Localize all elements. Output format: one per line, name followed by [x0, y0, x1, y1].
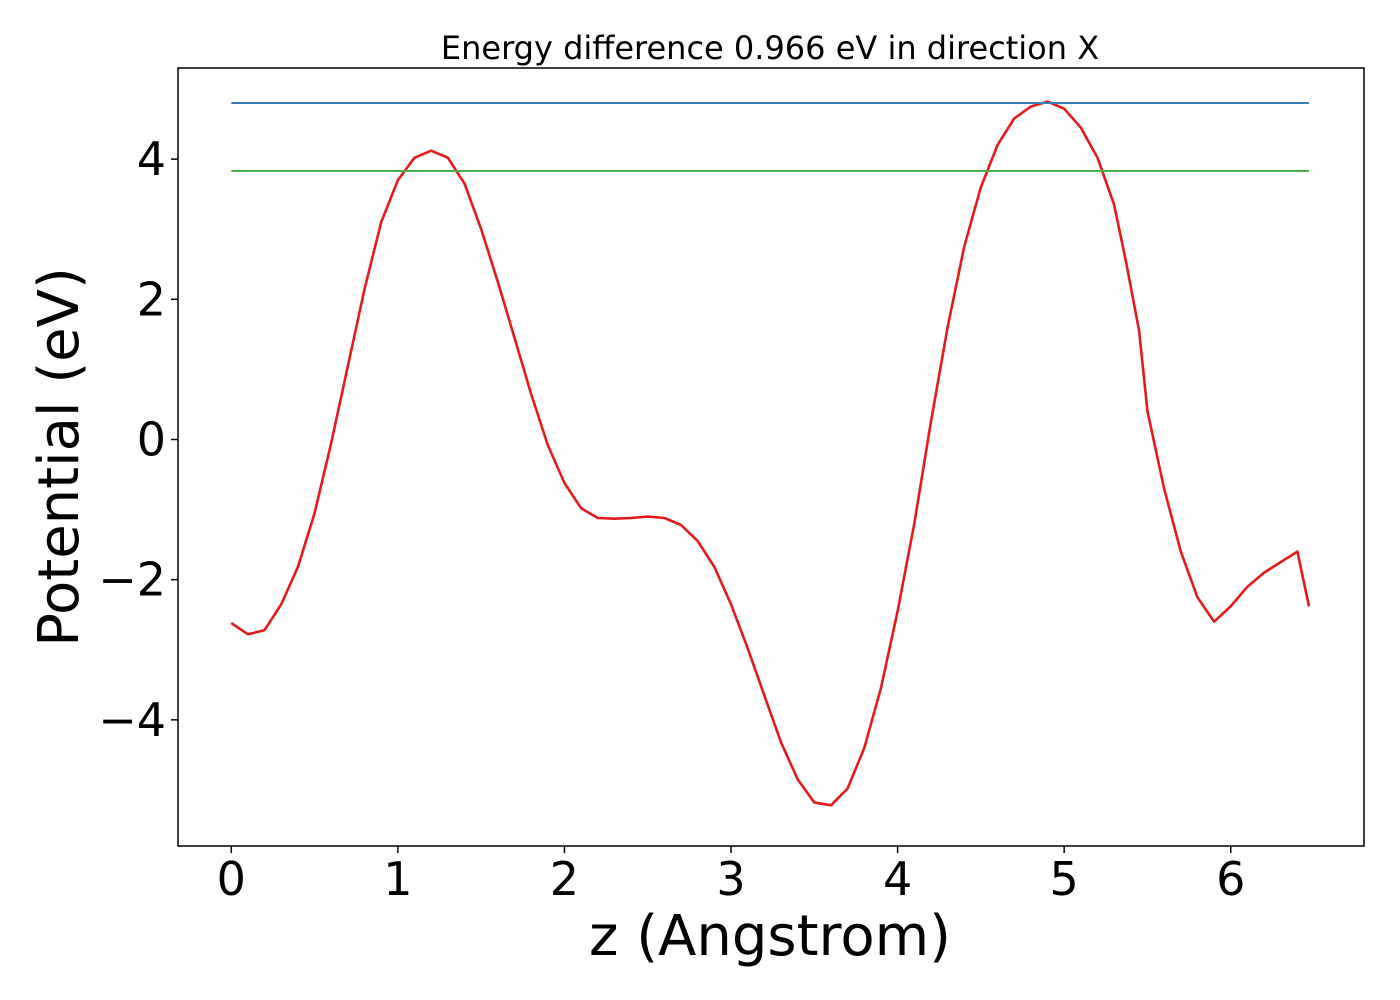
series-layer — [230, 100, 1311, 807]
x-tick-label: 4 — [883, 852, 912, 906]
y-tick-label: 2 — [137, 272, 166, 326]
chart-title: Energy difference 0.966 eV in direction … — [441, 29, 1099, 67]
x-tick-label: 5 — [1050, 852, 1079, 906]
x-tick-label: 6 — [1216, 852, 1245, 906]
x-tick-label: 2 — [550, 852, 579, 906]
y-axis-label: Potential (eV) — [27, 267, 92, 647]
y-tick-label: 4 — [137, 132, 166, 186]
x-tick-label: 1 — [383, 852, 412, 906]
plot-frame — [177, 67, 1365, 847]
series-line-0 — [230, 100, 1311, 807]
y-tick-label: −4 — [98, 693, 166, 747]
x-tick-label: 0 — [217, 852, 246, 906]
y-axis-ticks: 4 2 0 −2 −4 — [98, 132, 178, 747]
x-axis-ticks: 0 1 2 3 4 5 6 — [217, 846, 1245, 906]
x-axis-label: z (Angstrom) — [589, 904, 951, 969]
x-tick-label: 3 — [716, 852, 745, 906]
y-tick-label: 0 — [137, 412, 166, 466]
y-tick-label: −2 — [98, 553, 166, 607]
